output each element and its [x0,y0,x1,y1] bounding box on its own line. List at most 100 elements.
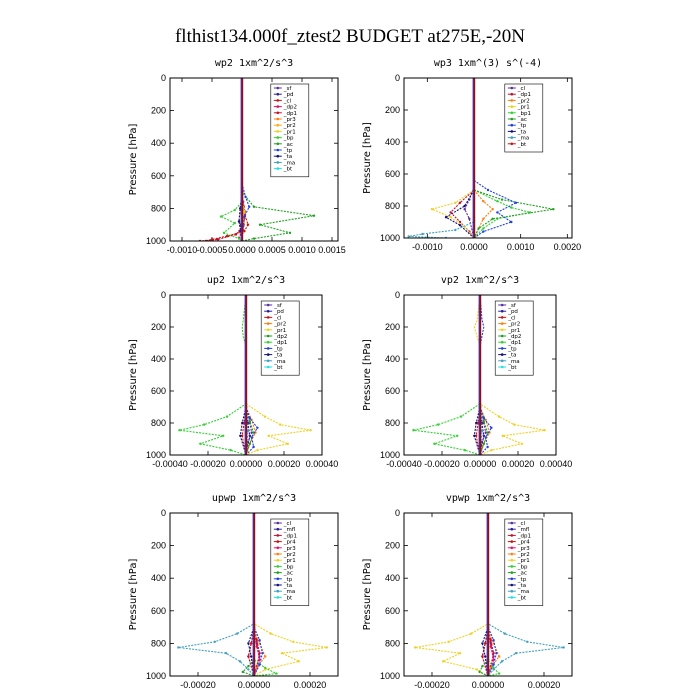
legend-label: _bt [283,167,293,173]
legend-label: _bt [507,365,517,371]
legend-marker [276,136,280,139]
legend-label: _tp [273,346,283,352]
series-point-dp2 [248,420,251,423]
legend-marker [266,353,270,356]
series-point-bp [222,231,226,235]
legend-label: _pr1 [517,558,530,564]
legend-marker [510,142,514,146]
x-tick-label: 0.00040 [540,459,573,469]
panel-3: up2 1xm^2/s^3 Pressure [hPa] 0 200 400 600 800… [128,275,338,469]
x-tick-label: -0.00020 [190,459,226,469]
series-point-pr2 [498,655,501,658]
legend-label: _ma [517,136,529,142]
y-tick-label: 600 [151,386,166,396]
series-point-ta [475,421,478,425]
legend-marker [276,583,280,587]
legend-marker [266,340,270,344]
series-point-ac [552,208,555,211]
series-point-dp1 [229,449,232,452]
panel-6: vpwp 1xm^2/s^3 Pressure [hPa] 0 200 400 600 80… [362,493,573,690]
series-point-pr1 [543,429,546,432]
panel-title: vp2 1xm^2/s^3 [441,275,519,286]
legend-marker [510,589,514,593]
series-point-sf [484,431,487,434]
panel-title: wp3 1xm^(3) s^(-4) [434,58,542,69]
series-point-ta [444,216,448,219]
y-tick-label: 1000 [146,671,166,681]
series-point-ma [500,660,504,663]
legend-label: _dp1 [273,340,287,346]
series-point-pr1 [449,216,452,219]
series-point-tp [248,417,251,420]
legend-label: _pr2 [283,552,296,558]
series-point-bp [498,672,501,675]
series-point-pd [248,434,251,437]
series-point-pr2 [264,655,267,658]
series-point-pr1 [256,449,259,452]
series-point-pr1 [430,208,434,211]
series-point-pr1 [470,632,473,635]
series-point-ac [491,217,494,220]
series-point-ac [247,665,250,668]
legend-label: _bt [517,142,527,148]
y-tick-label: 800 [385,201,400,211]
series-point-cl [463,208,466,211]
legend-marker [266,347,270,350]
series-point-cl [241,434,244,437]
series-point-tp [496,211,499,214]
legend-marker [510,123,514,127]
legend-label: _tp [517,123,527,129]
series-point-ta [463,204,466,208]
legend-marker [276,527,280,531]
series-point-tp [258,663,261,666]
x-tick-label: 0.0000 [228,245,256,255]
series-point-ac [477,227,480,230]
legend-label: _ta [283,583,292,589]
panel-title: upwp 1xm^2/s^3 [212,493,296,504]
series-point-ma [213,640,216,643]
series-point-dp1 [459,415,463,418]
x-tick-label: -0.00020 [424,459,460,469]
legend-marker [276,577,280,581]
legend-label: _cl [517,521,526,527]
series-point-pd [482,434,485,437]
legend-label: _pr1 [273,328,286,334]
series-point-ac [252,205,256,208]
legend-marker [276,123,280,127]
series-point-dp1 [225,415,229,418]
series-point-tp [482,417,485,420]
series-point-pr1 [269,632,272,635]
series-line-tp [473,78,518,238]
legend-label: _sf [283,86,293,92]
y-tick-label: 600 [151,171,166,181]
x-tick-label: 0.00000 [230,459,263,469]
y-tick-label: 0 [161,73,166,83]
legend-label: _dp1 [517,92,531,98]
y-tick-label: 1000 [380,233,400,243]
legend-label: _tp [517,577,527,583]
series-point-ac [252,237,256,240]
x-tick-label: 0.0005 [258,245,286,255]
series-point-ma [454,228,457,232]
x-tick-label: 0.0010 [288,245,316,255]
legend-marker [510,111,514,115]
legend-label: _pr3 [283,546,297,552]
series-point-dp1 [199,442,202,445]
series-point-pr4 [250,642,253,645]
legend-marker [276,148,280,152]
plot-area [178,295,312,455]
series-point-ta [239,434,242,437]
legend-label: _dp1 [283,533,297,539]
legend-label: _tp [507,346,517,352]
series-point-ma [246,429,250,433]
plot-frame [403,294,557,456]
plot-area [412,295,546,455]
y-axis-label: Pressure [hPa] [128,339,139,411]
series-point-dp1 [433,442,436,445]
legend: _sf_pd_cl_pr2_pr1_dp2_dp1_tp_ta_ma_bt [260,300,300,376]
series-point-dp2 [482,420,485,423]
series-point-tp [261,651,264,655]
series-point-ta [241,421,244,425]
legend-marker [500,334,504,338]
y-tick-label: 0 [161,508,166,518]
